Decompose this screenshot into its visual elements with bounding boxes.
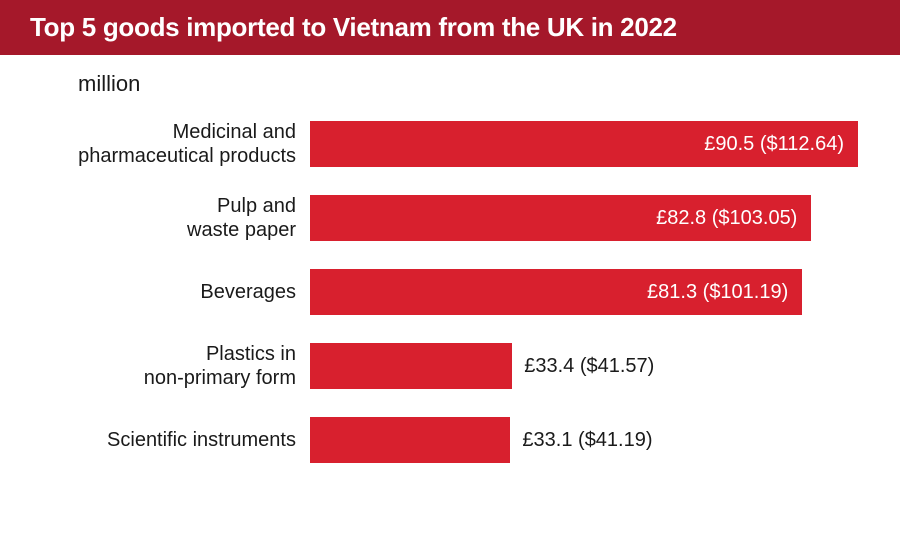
chart-title: Top 5 goods imported to Vietnam from the…: [30, 12, 677, 42]
bar: £90.5 ($112.64): [310, 121, 858, 167]
bar-area: £81.3 ($101.19): [310, 269, 870, 315]
bar: £81.3 ($101.19): [310, 269, 802, 315]
bar-value: £33.4 ($41.57): [524, 355, 654, 378]
bar-area: £33.1 ($41.19): [310, 417, 870, 463]
bar-value: £82.8 ($103.05): [656, 207, 797, 230]
bar-area: £33.4 ($41.57): [310, 343, 870, 389]
bar-area: £82.8 ($103.05): [310, 195, 870, 241]
chart-subtitle: million: [78, 71, 900, 97]
bar: [310, 343, 512, 389]
bar-label: Pulp andwaste paper: [0, 194, 310, 242]
bar: £82.8 ($103.05): [310, 195, 811, 241]
chart-row: Pulp andwaste paper £82.8 ($103.05): [0, 195, 870, 241]
chart-row: Plastics innon-primary form £33.4 ($41.57…: [0, 343, 870, 389]
chart-row: Medicinal andpharmaceutical products £90.…: [0, 121, 870, 167]
bar-value: £81.3 ($101.19): [647, 281, 788, 304]
chart-header: Top 5 goods imported to Vietnam from the…: [0, 0, 900, 55]
chart-row: Scientific instruments £33.1 ($41.19): [0, 417, 870, 463]
bar-label: Scientific instruments: [0, 428, 310, 452]
chart-row: Beverages £81.3 ($101.19): [0, 269, 870, 315]
bar-chart: Medicinal andpharmaceutical products £90.…: [0, 121, 900, 463]
bar-label: Medicinal andpharmaceutical products: [0, 120, 310, 168]
bar: [310, 417, 510, 463]
bar-label: Beverages: [0, 280, 310, 304]
bar-area: £90.5 ($112.64): [310, 121, 870, 167]
bar-label: Plastics innon-primary form: [0, 342, 310, 390]
bar-value: £90.5 ($112.64): [704, 133, 844, 156]
bar-value: £33.1 ($41.19): [522, 429, 652, 452]
